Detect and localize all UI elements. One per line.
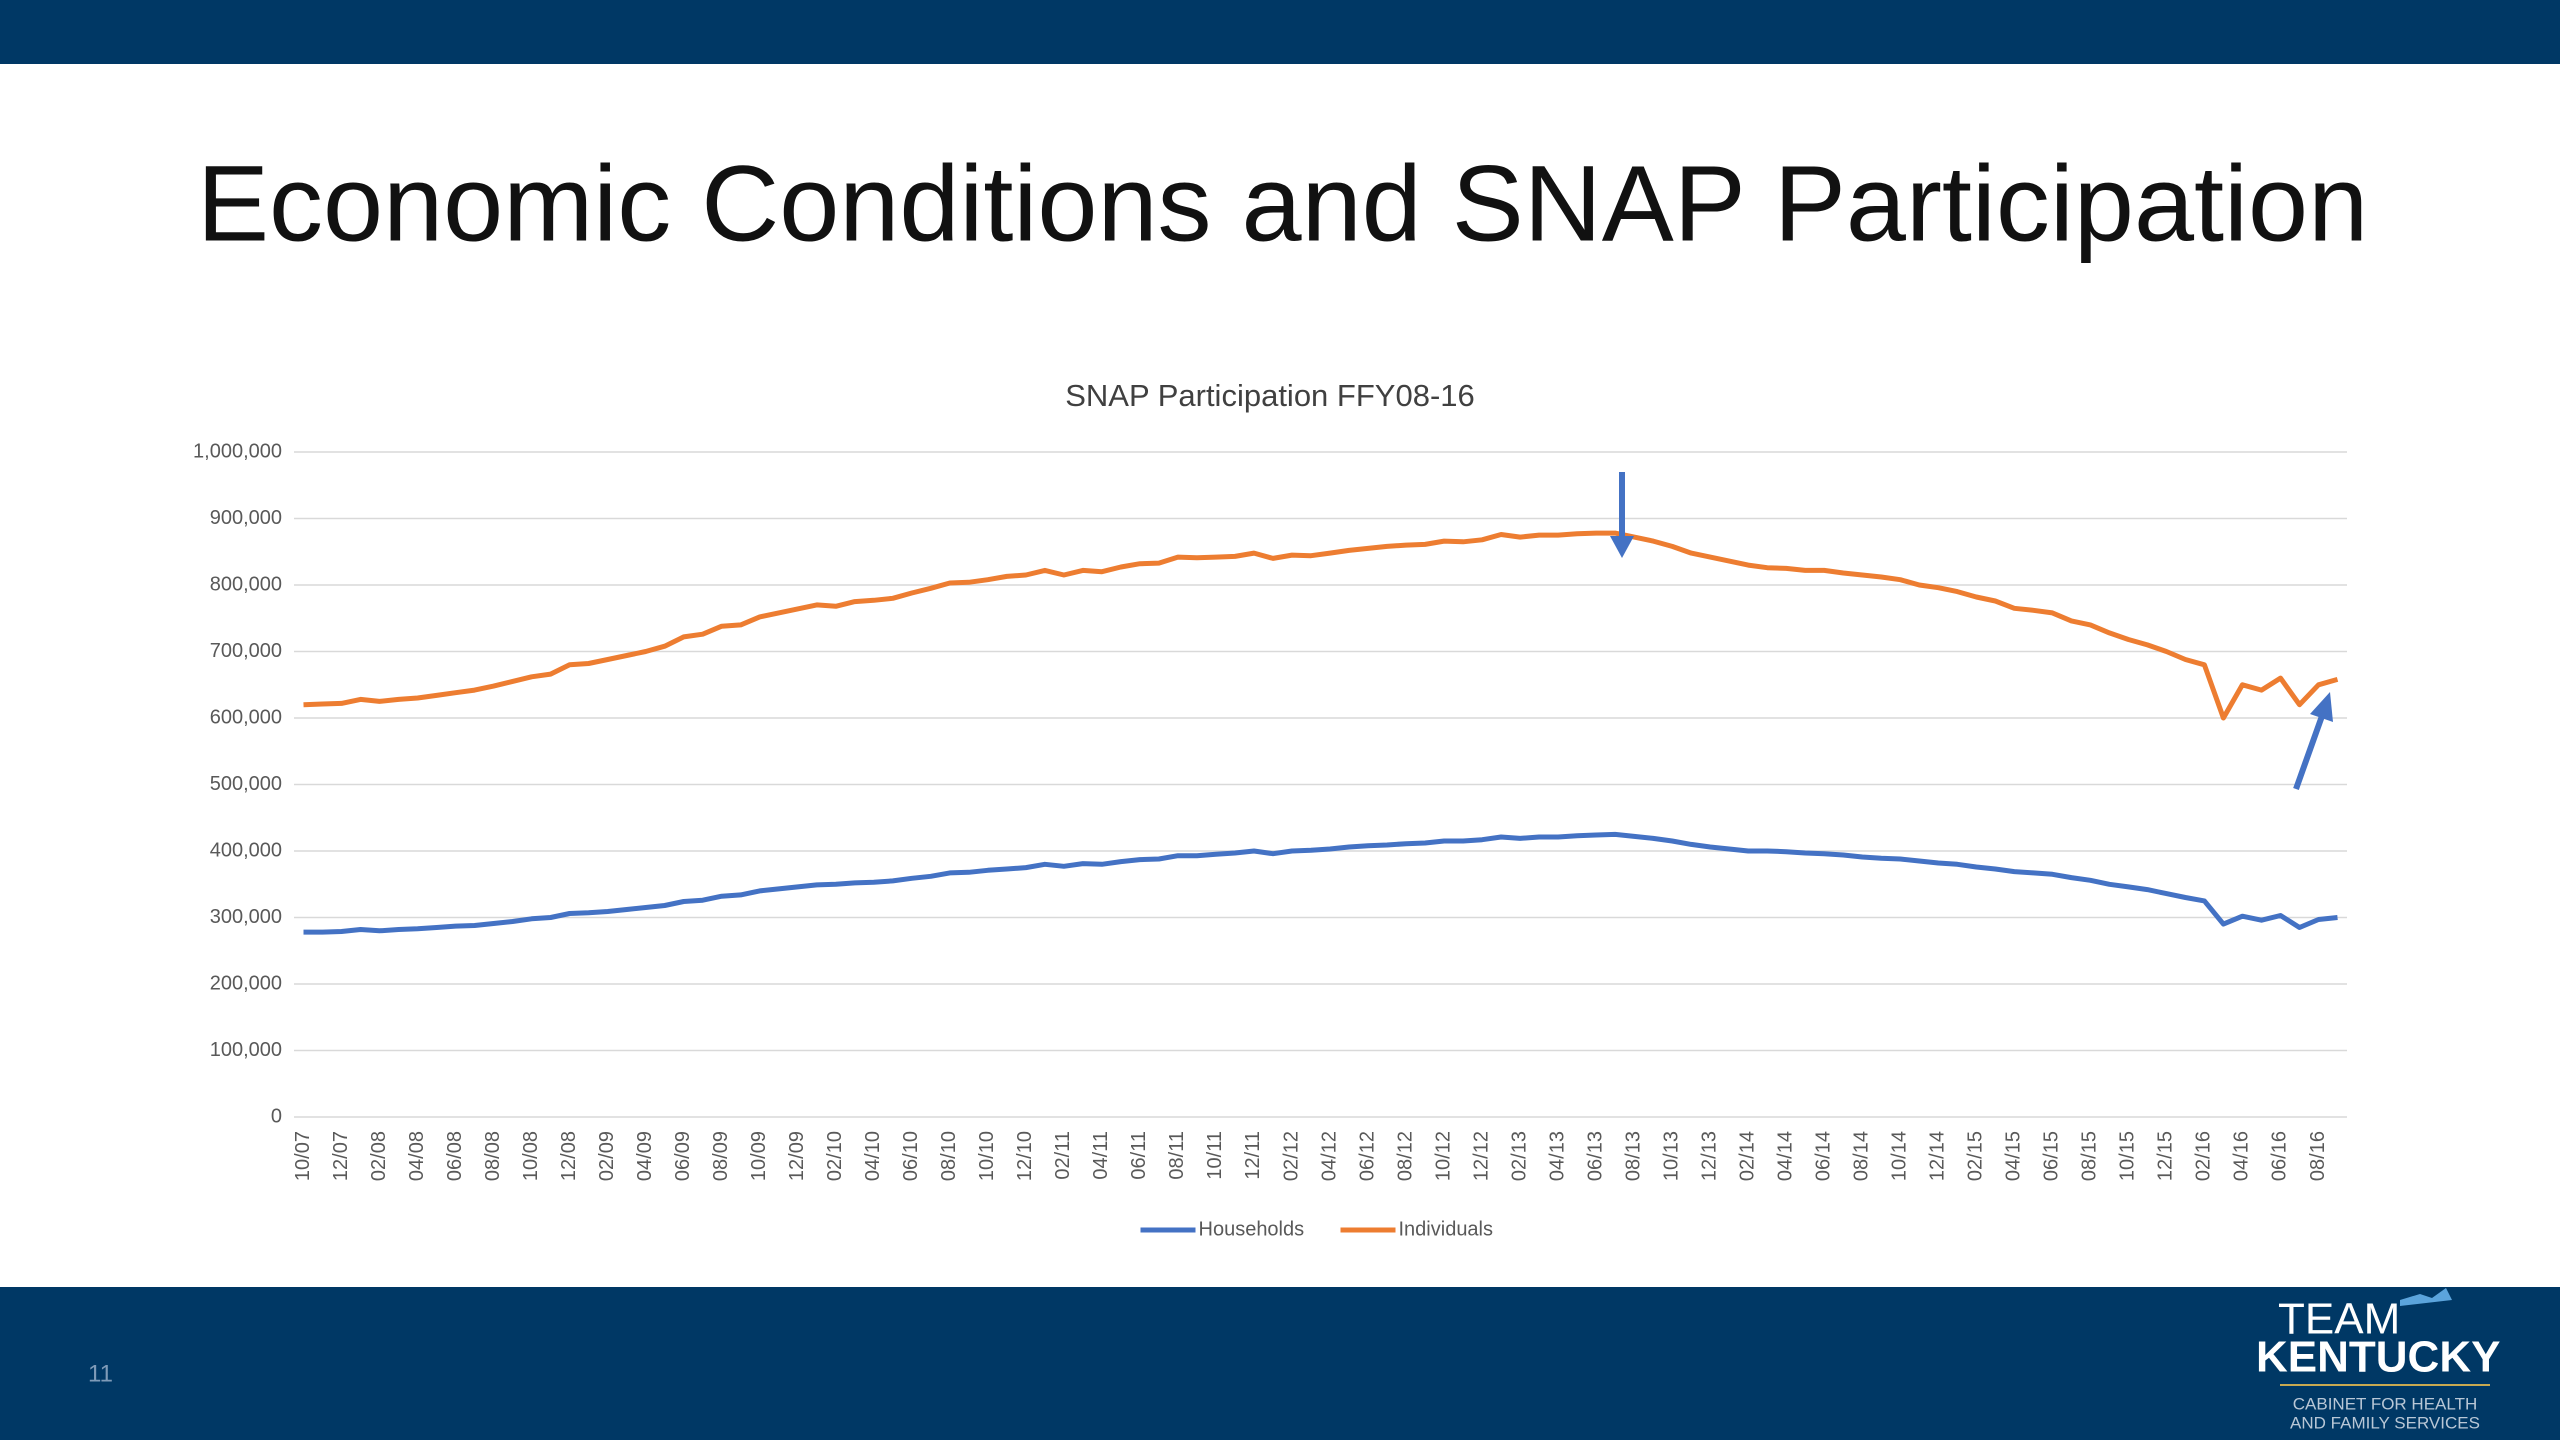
x-tick-label: 08/13 <box>1622 1131 1644 1181</box>
x-tick-label: 04/15 <box>2003 1131 2025 1181</box>
x-tick-label: 02/15 <box>1965 1131 1987 1181</box>
x-tick-label: 06/09 <box>672 1131 694 1181</box>
annotation-arrows <box>1610 472 2333 791</box>
x-tick-label: 04/14 <box>1775 1131 1797 1181</box>
x-tick-label: 10/12 <box>1432 1131 1454 1181</box>
series-line <box>303 831 2338 935</box>
y-tick-label: 0 <box>271 1105 282 1127</box>
logo-state <box>2400 1288 2452 1306</box>
legend-label: Individuals <box>1399 1218 1494 1240</box>
arrow-up-head <box>2310 692 2333 722</box>
x-tick-label: 04/11 <box>1090 1131 1112 1180</box>
top-bar <box>0 0 2560 64</box>
x-tick-label: 12/14 <box>1927 1131 1949 1181</box>
x-tick-label: 10/14 <box>1889 1131 1911 1181</box>
x-tick-label: 04/09 <box>634 1131 656 1181</box>
y-tick-label: 800,000 <box>210 573 282 595</box>
y-tick-label: 400,000 <box>210 839 282 861</box>
bottom-bar <box>0 1287 2560 1440</box>
x-tick-label: 06/16 <box>2269 1131 2291 1181</box>
logo-sub1: CABINET FOR HEALTH <box>2293 1394 2478 1413</box>
x-tick-label: 10/15 <box>2117 1131 2139 1181</box>
x-tick-label: 02/12 <box>1280 1131 1302 1181</box>
y-tick-label: 100,000 <box>210 1039 282 1061</box>
x-tick-label: 12/09 <box>786 1131 808 1181</box>
x-tick-label: 02/11 <box>1052 1131 1074 1180</box>
x-tick-label: 08/14 <box>1851 1131 1873 1181</box>
y-tick-label: 300,000 <box>210 906 282 928</box>
x-tick-label: 06/12 <box>1356 1131 1378 1181</box>
x-tick-label: 04/12 <box>1318 1131 1340 1181</box>
x-tick-label: 10/11 <box>1204 1131 1226 1180</box>
x-tick-label: 02/13 <box>1508 1131 1530 1181</box>
x-tick-label: 02/10 <box>824 1131 846 1181</box>
x-tick-label: 04/13 <box>1546 1131 1568 1181</box>
logo-team: TEAM <box>2278 1295 2400 1344</box>
x-tick-label: 06/14 <box>1813 1131 1835 1181</box>
x-tick-label: 08/10 <box>938 1131 960 1181</box>
y-tick-label: 600,000 <box>210 706 282 728</box>
x-tick-label: 12/13 <box>1698 1131 1720 1181</box>
chart-title: SNAP Participation FFY08-16 <box>1065 378 1475 413</box>
logo: TEAM KENTUCKY CABINET FOR HEALTH AND FAM… <box>2256 1288 2500 1432</box>
page-number: 11 <box>88 1360 113 1387</box>
legend-label: Households <box>1199 1218 1305 1240</box>
x-tick-label: 12/12 <box>1470 1131 1492 1181</box>
x-tick-label: 10/10 <box>976 1131 998 1181</box>
plot: 0 100,000 200,000 300,000 400,000 500,000 600,… <box>193 440 2347 1240</box>
x-tick-label: 10/09 <box>748 1131 770 1181</box>
arrow-up <box>2293 714 2325 791</box>
x-tick-label: 08/11 <box>1166 1131 1188 1180</box>
x-tick-label: 12/11 <box>1242 1131 1264 1180</box>
x-tick-label: 04/08 <box>406 1131 428 1181</box>
y-tick-label: 700,000 <box>210 640 282 662</box>
y-tick-label: 200,000 <box>210 972 282 994</box>
x-tick-label: 12/15 <box>2155 1131 2177 1181</box>
x-tick-label: 10/08 <box>520 1131 542 1181</box>
x-tick-label: 06/10 <box>900 1131 922 1181</box>
x-tick-label: 02/09 <box>596 1131 618 1181</box>
y-tick-label: 1,000,000 <box>193 440 282 462</box>
y-tick-label: 900,000 <box>210 507 282 529</box>
x-tick-label: 04/16 <box>2231 1131 2253 1181</box>
x-tick-label: 08/08 <box>482 1131 504 1181</box>
x-tick-label: 02/16 <box>2193 1131 2215 1181</box>
x-tick-label: 04/10 <box>862 1131 884 1181</box>
x-tick-label: 08/16 <box>2307 1131 2329 1181</box>
x-tick-label: 12/08 <box>558 1131 580 1181</box>
x-tick-label: 06/08 <box>444 1131 466 1181</box>
y-tick-label: 500,000 <box>210 773 282 795</box>
x-tick-label: 12/10 <box>1014 1131 1036 1181</box>
x-tick-label: 12/07 <box>330 1131 352 1181</box>
x-tick-label: 10/07 <box>292 1131 314 1181</box>
x-tick-label: 06/15 <box>2041 1131 2063 1181</box>
logo-sub2: AND FAMILY SERVICES <box>2290 1413 2480 1432</box>
x-tick-label: 10/13 <box>1660 1131 1682 1181</box>
series-line <box>303 530 2339 721</box>
x-tick-label: 02/14 <box>1736 1131 1758 1181</box>
x-tick-label: 08/15 <box>2079 1131 2101 1181</box>
arrow-down-head <box>1610 536 1634 558</box>
x-tick-label: 08/09 <box>710 1131 732 1181</box>
slide-title: Economic Conditions and SNAP Participati… <box>197 143 2368 264</box>
x-tick-label: 06/13 <box>1584 1131 1606 1181</box>
x-tick-label: 02/08 <box>368 1131 390 1181</box>
x-tick-label: 08/12 <box>1394 1131 1416 1181</box>
logo-kentucky: KENTUCKY <box>2256 1333 2500 1382</box>
x-tick-label: 06/11 <box>1128 1131 1150 1180</box>
